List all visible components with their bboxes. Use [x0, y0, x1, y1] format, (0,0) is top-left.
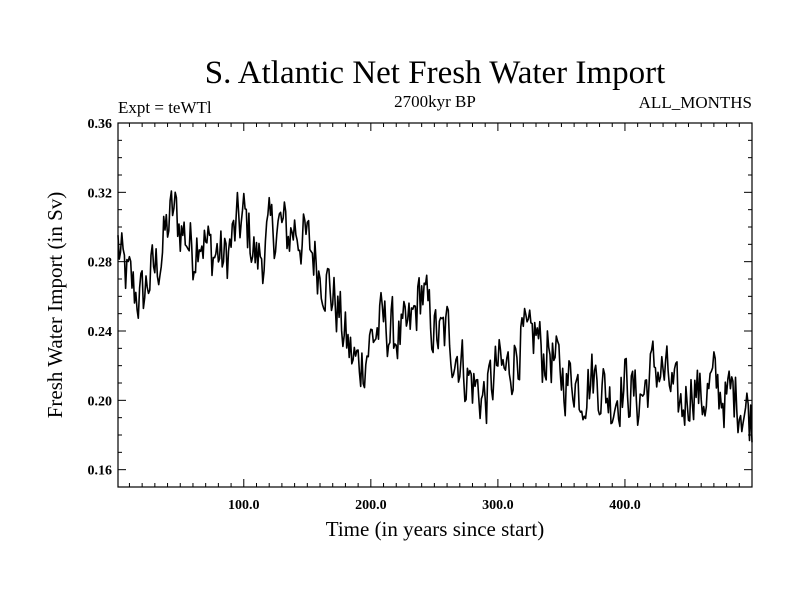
- y-tick-label: 0.20: [88, 394, 113, 409]
- experiment-label: Expt = teWTl: [118, 98, 212, 117]
- chart-title: S. Atlantic Net Fresh Water Import: [205, 55, 666, 91]
- y-tick-label: 0.32: [88, 186, 113, 201]
- x-axis-label: Time (in years since start): [326, 517, 545, 541]
- time-period-label: 2700kyr BP: [394, 92, 476, 111]
- axis-tick-labels: 100.0 200.0 300.0 400.0 0.16 0.20 0.24 0.28 0.32…: [88, 117, 641, 513]
- months-label: ALL_MONTHS: [639, 93, 752, 112]
- x-tick-label: 200.0: [355, 498, 387, 513]
- y-tick-label: 0.24: [88, 325, 113, 340]
- plot-frame: [117, 122, 753, 488]
- x-tick-label: 300.0: [482, 498, 514, 513]
- x-tick-label: 400.0: [609, 498, 641, 513]
- y-tick-label: 0.28: [88, 256, 113, 271]
- axis-ticks: [118, 123, 752, 487]
- y-tick-label: 0.16: [88, 464, 113, 479]
- y-axis-label: Fresh Water Import (in Sv): [43, 192, 67, 419]
- y-tick-label: 0.36: [88, 117, 113, 132]
- fresh-water-series-line: [117, 190, 753, 443]
- x-tick-label: 100.0: [228, 498, 260, 513]
